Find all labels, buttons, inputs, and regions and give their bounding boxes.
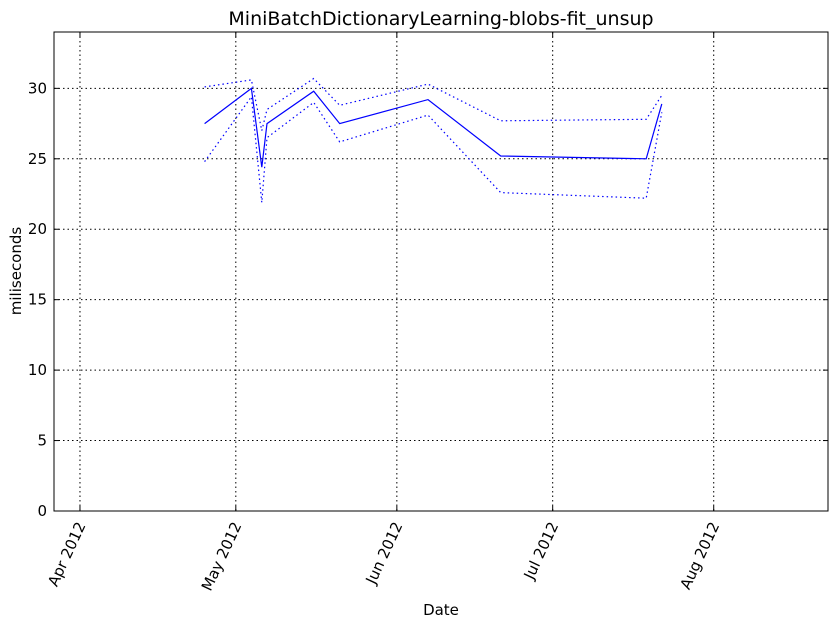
y-tick-label: 0 — [37, 502, 47, 520]
grid — [54, 32, 828, 511]
plot-frame — [53, 31, 829, 512]
y-tick-label: 25 — [28, 150, 47, 168]
x-tick-label: Jun 2012 — [362, 519, 407, 588]
x-tick-label: Aug 2012 — [677, 519, 724, 592]
y-tick-label: 5 — [37, 432, 47, 450]
series-line-bound — [204, 77, 663, 131]
y-tick-label: 15 — [28, 291, 47, 309]
x-axis-label: Date — [423, 601, 459, 619]
x-tick-label: Jul 2012 — [520, 519, 563, 583]
y-tick-label: 10 — [28, 361, 47, 379]
x-tick-label: Apr 2012 — [44, 519, 89, 589]
x-tick-label: May 2012 — [198, 519, 246, 594]
y-axis-label: miliseconds — [7, 227, 25, 316]
y-tick-label: 20 — [28, 220, 47, 238]
chart-title: MiniBatchDictionaryLearning-blobs-fit_un… — [228, 8, 653, 30]
series-line-bound — [204, 95, 663, 203]
ticks: 0 5 10 15 20 25 30 Apr 2012 May 2012 Jun 2012 Jul … — [28, 32, 828, 594]
series-line-mean — [204, 87, 663, 168]
series-layer — [204, 77, 663, 203]
y-tick-label: 30 — [28, 79, 47, 97]
